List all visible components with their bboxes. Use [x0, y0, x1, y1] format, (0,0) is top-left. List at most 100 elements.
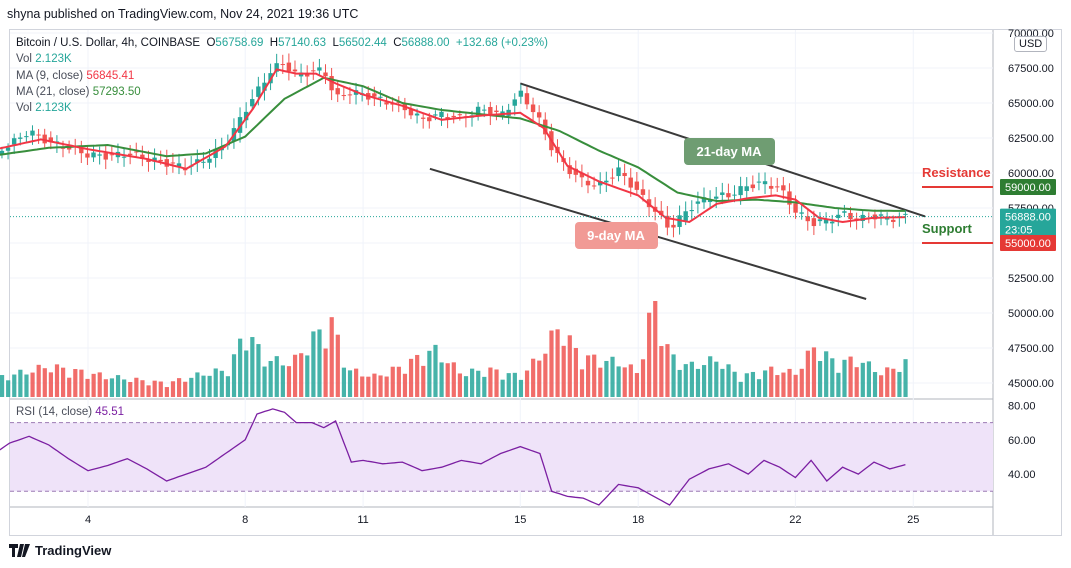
- volume-bar: [146, 385, 151, 397]
- resistance-price-tag-text: 59000.00: [1005, 182, 1051, 194]
- volume-bar: [879, 375, 884, 397]
- support-price-tag-bg: [1000, 235, 1056, 251]
- volume-bar: [628, 364, 633, 397]
- candle-body: [726, 193, 731, 198]
- volume-bar: [292, 354, 298, 397]
- vol2-label: Vol: [16, 102, 32, 115]
- candle-body: [628, 177, 633, 188]
- volume-bar: [79, 369, 84, 397]
- volume-bar: [36, 364, 41, 397]
- candle-body: [445, 117, 450, 119]
- legend-vol-row: Vol 2.123K: [16, 51, 548, 67]
- candle-body: [768, 185, 774, 189]
- tradingview-footer[interactable]: TradingView: [9, 543, 111, 558]
- candle-body: [170, 162, 176, 164]
- candle-body: [372, 93, 377, 97]
- candle-body: [24, 136, 29, 138]
- chart-frame[interactable]: [9, 29, 1062, 536]
- candle-body: [134, 151, 139, 153]
- volume-bar: [97, 372, 102, 397]
- open-label: O: [206, 37, 216, 49]
- candle-body: [121, 156, 127, 158]
- candle-body: [427, 117, 432, 122]
- price-tick-label: 62500.00: [1008, 133, 1054, 145]
- current-price-tag-bg: [1000, 208, 1056, 237]
- candle-body: [292, 69, 298, 72]
- low-value: 56502.44: [338, 37, 387, 49]
- currency-badge[interactable]: USD: [1014, 36, 1048, 52]
- volume-bar: [708, 356, 713, 397]
- candle-body: [695, 201, 701, 204]
- volume-bar: [396, 366, 401, 397]
- resistance-annotation: Resistance: [922, 165, 991, 180]
- candle-body: [286, 62, 292, 72]
- time-tick-label: 11: [357, 514, 368, 526]
- candle-body: [146, 159, 151, 162]
- volume-bar: [573, 347, 578, 397]
- candle-body: [79, 148, 84, 154]
- volume-bar: [48, 372, 53, 397]
- candle-body: [274, 63, 279, 72]
- candle-body: [713, 196, 719, 199]
- volume-bar: [866, 361, 872, 397]
- candle-body: [536, 112, 542, 118]
- volume-bar: [329, 317, 334, 397]
- ma9-value: 56845.41: [86, 69, 135, 82]
- volume-bar: [671, 354, 676, 397]
- candle-body: [11, 138, 17, 145]
- candle-body: [378, 96, 383, 98]
- candle-body: [756, 181, 762, 183]
- candle-body: [762, 181, 768, 185]
- volume-bar: [659, 346, 664, 397]
- volume-bar: [378, 375, 383, 397]
- candle-body: [201, 161, 206, 163]
- volume-bar: [793, 374, 798, 397]
- volume-bar: [561, 345, 566, 397]
- volume-bar: [592, 354, 597, 397]
- volume-bar: [860, 362, 865, 397]
- candle-body: [817, 219, 823, 222]
- candle-body: [347, 94, 353, 96]
- volume-bar: [61, 367, 66, 397]
- price-tick-label: 60000.00: [1008, 168, 1054, 180]
- volume-bar: [701, 365, 707, 397]
- volume-bar: [347, 370, 353, 397]
- high-value: 57140.63: [278, 37, 327, 49]
- volume-bar: [457, 373, 463, 397]
- volume-bar: [170, 381, 176, 397]
- low-label: L: [332, 37, 339, 49]
- rsi-value: 45.51: [95, 406, 125, 418]
- volume-bar: [848, 356, 853, 397]
- volume-bar: [610, 356, 615, 397]
- volume-bar: [286, 366, 292, 397]
- candle-body: [250, 99, 255, 107]
- candle-body: [195, 159, 200, 163]
- volume-bar: [744, 373, 749, 397]
- candle-body: [152, 157, 157, 162]
- volume-bar: [537, 360, 542, 397]
- volume-bar: [720, 368, 725, 397]
- volume-bar: [122, 379, 127, 397]
- volume-bar: [250, 337, 255, 397]
- volume-bar: [317, 329, 322, 397]
- candle-body: [775, 186, 780, 188]
- candle-body: [91, 152, 96, 158]
- candle-body: [213, 148, 218, 158]
- ma21-callout-bg: [684, 138, 775, 165]
- price-tick-label: 47500.00: [1008, 343, 1054, 355]
- candle-body: [482, 109, 487, 111]
- volume-bar: [567, 335, 572, 397]
- time-tick-label: 15: [514, 514, 526, 526]
- annotations: Resistance Support 21-day MA 9-day MA: [575, 138, 991, 249]
- volume-bar: [769, 366, 774, 397]
- volume-bar: [634, 373, 640, 397]
- volume-bar: [274, 356, 279, 397]
- candle-body: [640, 189, 646, 195]
- volume-bar: [653, 301, 658, 397]
- volume-bar: [12, 374, 17, 397]
- candle-body: [811, 218, 817, 227]
- vol2-value: 2.123K: [35, 102, 72, 115]
- candle-body: [176, 163, 182, 167]
- volume-bar: [134, 377, 139, 397]
